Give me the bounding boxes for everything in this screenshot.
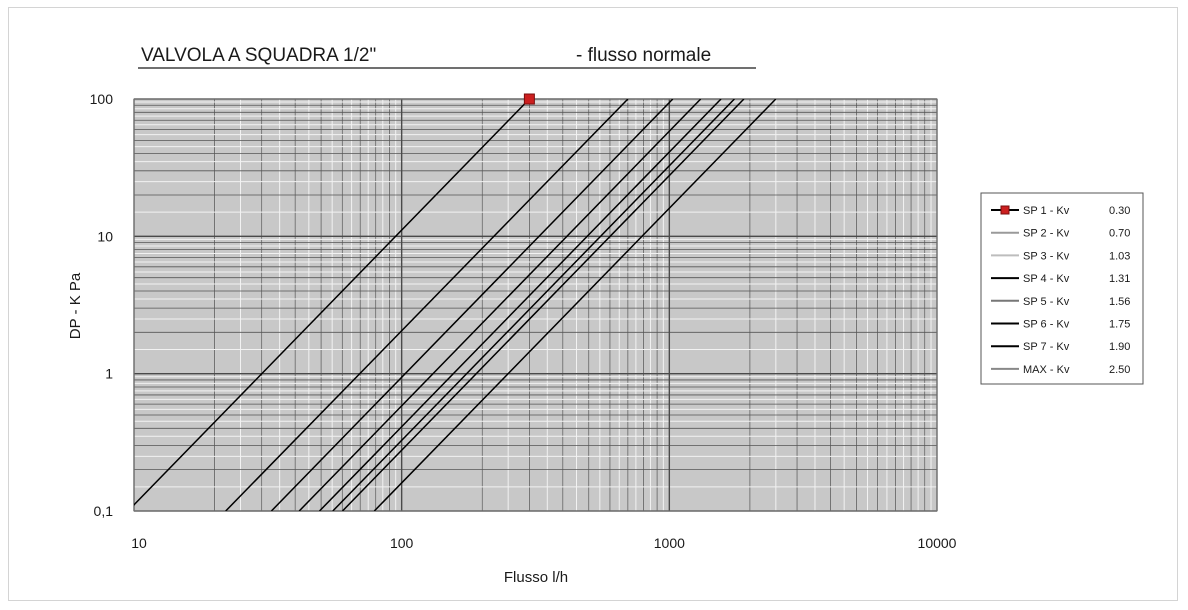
y-tick-label: 100 (90, 91, 114, 107)
series-line-2 (225, 99, 629, 511)
legend-entry: SP 4 - Kv 1.31 (991, 273, 1130, 285)
legend-label: SP 4 - Kv (1023, 273, 1070, 285)
legend-label: SP 6 - Kv (1023, 319, 1070, 331)
chart-title-subtitle: - flusso normale (576, 45, 711, 66)
legend-label: SP 7 - Kv (1023, 341, 1070, 353)
y-axis-ticks: 0,1 1 10 100 (90, 91, 114, 519)
legend-entry: SP 6 - Kv 1.75 (991, 319, 1130, 331)
x-axis-ticks: 10 100 1000 10000 (131, 535, 956, 551)
legend-entry: MAX - Kv 2.50 (991, 364, 1130, 376)
legend-entry: SP 5 - Kv 1.56 (991, 296, 1130, 308)
legend-kv-value: 1.03 (1109, 250, 1130, 262)
x-tick-label: 1000 (654, 535, 685, 551)
series-marker-1 (523, 93, 535, 105)
legend-entry: SP 2 - Kv 0.70 (991, 228, 1130, 240)
chart-title: VALVOLA A SQUADRA 1/2" - flusso normale (138, 45, 756, 69)
legend-entry: SP 1 - Kv 0.30 (991, 205, 1130, 217)
legend-label: SP 2 - Kv (1023, 228, 1070, 240)
y-tick-label: 0,1 (94, 503, 114, 519)
chart-title-main: VALVOLA A SQUADRA 1/2" (141, 45, 376, 66)
legend-label: SP 5 - Kv (1023, 296, 1070, 308)
legend-kv-value: 0.30 (1109, 205, 1130, 217)
series-line-4 (298, 99, 702, 511)
legend-swatch-marker (1000, 205, 1010, 215)
legend-kv-value: 2.50 (1109, 364, 1130, 376)
y-tick-label: 1 (105, 366, 113, 382)
legend-box (980, 192, 1144, 385)
plot-border (133, 98, 938, 512)
series-line-1 (134, 99, 530, 506)
series-line-3 (270, 99, 674, 511)
legend-label: SP 3 - Kv (1023, 250, 1070, 262)
legend-label: MAX - Kv (1023, 364, 1070, 376)
legend-entry: SP 3 - Kv 1.03 (991, 250, 1130, 262)
plot-area (133, 98, 938, 512)
x-tick-label: 10000 (918, 535, 957, 551)
plot-background (134, 99, 937, 511)
y-axis-label: DP - K Pa (67, 272, 84, 339)
series-layer (134, 99, 777, 511)
series-line-7 (341, 99, 745, 511)
y-tick-label: 10 (97, 228, 113, 244)
legend-kv-value: 1.90 (1109, 341, 1130, 353)
x-axis-label: Flusso l/h (504, 569, 568, 586)
series-line-6 (332, 99, 735, 511)
series-line-8 (373, 99, 777, 511)
series-line-5 (318, 99, 722, 511)
legend-kv-value: 1.75 (1109, 319, 1130, 331)
legend-kv-value: 1.31 (1109, 273, 1130, 285)
legend-kv-value: 1.56 (1109, 296, 1130, 308)
legend-label: SP 1 - Kv (1023, 205, 1070, 217)
legend-entry: SP 7 - Kv 1.90 (991, 341, 1130, 353)
x-tick-label: 100 (390, 535, 414, 551)
x-tick-label: 10 (131, 535, 147, 551)
legend-kv-value: 0.70 (1109, 228, 1130, 240)
